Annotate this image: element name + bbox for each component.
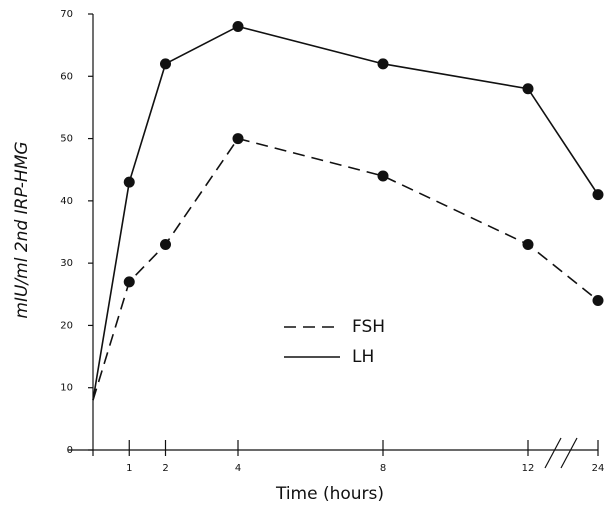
y-tick-label: 40 bbox=[60, 196, 73, 207]
line-series bbox=[92, 137, 599, 401]
data-point bbox=[522, 238, 534, 250]
data-point bbox=[123, 276, 135, 288]
y-tick-label: 60 bbox=[60, 71, 73, 82]
x-tick-label: 4 bbox=[235, 463, 241, 474]
data-point bbox=[160, 238, 171, 250]
axis-break bbox=[544, 437, 562, 469]
data-point bbox=[160, 58, 171, 70]
y-tick-label: 50 bbox=[60, 134, 73, 145]
data-point bbox=[592, 189, 604, 201]
y-tick-label: 0 bbox=[67, 445, 73, 456]
x-tick-label: 12 bbox=[522, 463, 535, 474]
y-tick-label: 70 bbox=[60, 9, 73, 20]
x-tick-label: 2 bbox=[162, 463, 168, 474]
y-tick-label: 30 bbox=[60, 258, 73, 269]
legend-label: LH bbox=[352, 347, 374, 367]
data-point bbox=[123, 176, 135, 188]
x-tick-label: 1 bbox=[126, 463, 132, 474]
data-point bbox=[522, 83, 534, 95]
data-point bbox=[377, 170, 389, 182]
y-tick-label: 10 bbox=[60, 383, 73, 394]
data-point bbox=[232, 133, 244, 145]
x-tick-label: 24 bbox=[592, 463, 605, 474]
data-point bbox=[592, 295, 604, 307]
x-tick-label: 8 bbox=[380, 463, 386, 474]
data-point bbox=[232, 20, 244, 32]
line-series bbox=[92, 25, 599, 401]
y-axis-label: mIU/ml 2nd IRP-HMG bbox=[12, 141, 32, 318]
x-axis-label: Time (hours) bbox=[275, 484, 384, 504]
axis-break bbox=[560, 437, 578, 469]
legend-label: FSH bbox=[352, 317, 385, 337]
y-tick-label: 20 bbox=[60, 320, 73, 331]
data-point bbox=[377, 58, 389, 70]
